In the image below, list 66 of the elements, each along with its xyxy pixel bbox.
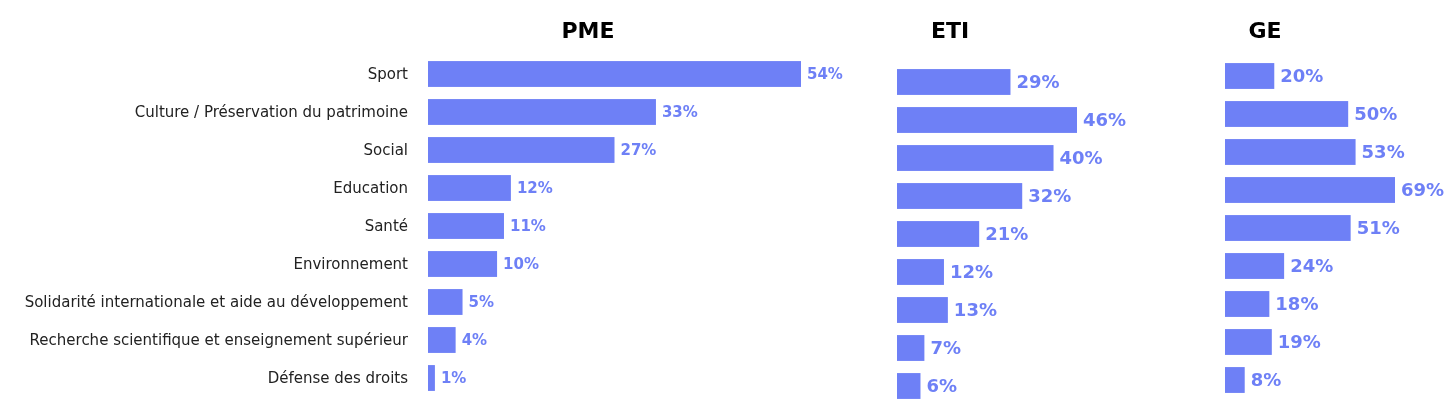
bar xyxy=(428,175,511,201)
bar xyxy=(428,99,656,125)
bar xyxy=(897,297,948,323)
bar xyxy=(1225,253,1285,279)
y-tick-label: Education xyxy=(333,179,408,198)
bar xyxy=(897,107,1077,133)
data-label: 20% xyxy=(1280,65,1324,87)
data-label: 21% xyxy=(985,223,1029,245)
y-tick-label: Défense des droits xyxy=(267,369,409,388)
data-label: 4% xyxy=(461,331,488,350)
bar xyxy=(1225,177,1395,203)
chart-title: PME xyxy=(561,18,615,43)
bar xyxy=(428,61,801,87)
bar xyxy=(897,259,944,285)
y-tick-label: Environnement xyxy=(293,255,409,274)
data-label: 54% xyxy=(807,65,843,84)
bar xyxy=(428,251,498,277)
bar xyxy=(1225,329,1272,355)
data-label: 6% xyxy=(926,375,958,397)
data-label: 11% xyxy=(509,217,546,236)
bar xyxy=(428,289,463,315)
data-label: 53% xyxy=(1361,141,1405,163)
data-label: 8% xyxy=(1250,369,1282,391)
y-tick-label: Solidarité internationale et aide au développement xyxy=(24,293,409,312)
bar xyxy=(428,213,504,239)
bar xyxy=(428,327,456,353)
data-label: 13% xyxy=(953,299,997,321)
data-label: 1% xyxy=(440,369,467,388)
bar xyxy=(1225,63,1275,89)
data-label: 29% xyxy=(1016,71,1060,93)
bar xyxy=(1225,215,1351,241)
y-tick-label: Social xyxy=(363,141,408,160)
bar xyxy=(428,137,615,163)
bar xyxy=(1225,101,1349,127)
y-tick-label: Sport xyxy=(367,65,409,84)
bar xyxy=(897,373,921,399)
data-label: 69% xyxy=(1401,179,1445,201)
chart-title: GE xyxy=(1248,18,1282,43)
y-tick-label: Recherche scientifique et enseignement supérieur xyxy=(29,331,409,350)
y-tick-label: Culture / Préservation du patrimoine xyxy=(134,103,408,122)
bar xyxy=(1225,139,1356,165)
bar xyxy=(1225,291,1270,317)
bar xyxy=(897,69,1011,95)
data-label: 12% xyxy=(516,179,553,198)
bar xyxy=(897,183,1023,209)
y-tick-label: Santé xyxy=(364,217,408,236)
data-label: 10% xyxy=(503,255,539,274)
bar xyxy=(897,145,1054,171)
data-label: 33% xyxy=(661,103,698,122)
bar xyxy=(897,335,925,361)
data-label: 46% xyxy=(1083,109,1127,131)
data-label: 27% xyxy=(620,141,657,160)
data-label: 12% xyxy=(949,261,994,283)
chart-title: ETI xyxy=(930,18,970,43)
data-label: 50% xyxy=(1354,103,1398,125)
data-label: 5% xyxy=(468,293,495,312)
bar xyxy=(1225,367,1245,393)
data-label: 7% xyxy=(930,337,961,359)
data-label: 32% xyxy=(1028,185,1072,207)
data-label: 24% xyxy=(1290,255,1334,277)
bar xyxy=(428,365,435,391)
bar xyxy=(897,221,980,247)
data-label: 40% xyxy=(1059,147,1103,169)
data-label: 51% xyxy=(1356,217,1400,239)
data-label: 18% xyxy=(1275,293,1319,315)
data-label: 19% xyxy=(1277,331,1321,353)
